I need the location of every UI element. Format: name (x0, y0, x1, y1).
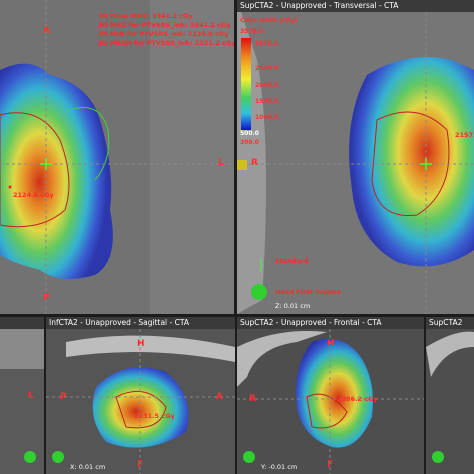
image (237, 317, 424, 474)
view-pane: InfCTA2 - Unapproved - Sagittal - CTA H … (46, 317, 235, 474)
image (0, 317, 44, 474)
legend-tick: 300.0 (240, 139, 259, 146)
view-pane: 3D Dose MAX: 3341.2 cGy 3D MAX for PTVSR… (0, 0, 234, 314)
point-label: 2124.6 cGy (13, 191, 54, 199)
orientation-label: A (216, 392, 223, 402)
pane-title: SupCTA2 - Unapproved - Frontal - CTA (237, 317, 424, 329)
legend-tick: 2000.0 (255, 82, 279, 89)
view-pane: SupCTA2 - Unapproved - Frontal - CTA H R… (237, 317, 424, 474)
coordinate: X: 0.01 cm (70, 463, 106, 471)
orientation-label: H (327, 339, 335, 349)
orientation-label: L (218, 158, 224, 168)
orientation-label: F (137, 460, 144, 470)
orientation-label: L (28, 391, 34, 401)
point-label: 2131.5 cGy (134, 412, 175, 420)
coordinate: Y: -0.01 cm (261, 463, 298, 471)
image (237, 0, 474, 314)
dose-info: 3D MEAN for PTVSRS_inh: 2321.2 cGy (98, 39, 234, 47)
legend-tick: 3578.0 (255, 40, 279, 47)
legend-tick: 500.0 (240, 130, 259, 137)
pane-title: SupCTA2 - Unapproved - Transversal - CTA (237, 0, 474, 12)
legend-tick: 1500.0 (255, 98, 279, 105)
orientation-label: A (43, 26, 50, 36)
orientation-label: R (251, 158, 258, 168)
orientation-info: Standard (275, 257, 309, 265)
dose-info: 3D MAX for PTVSRS_inh: 3341.2 cGy (98, 21, 231, 29)
orientation-label: F (327, 460, 334, 470)
pane-title: SupCTA2 (426, 317, 474, 329)
point-label: 2086.2 cGy (337, 395, 378, 403)
position-info: Head First-Supine (275, 288, 341, 296)
view-pane: L (0, 317, 44, 474)
legend-tick: 1000.0 (255, 114, 279, 121)
point-label: 2157.4 (455, 131, 474, 139)
image (46, 317, 235, 474)
view-pane: SupCTA2 (426, 317, 474, 474)
dose-info: 3D MIN for PTVSRS_inh: 1135.0 cGy (98, 30, 229, 38)
dose-info: 3D Dose MAX: 3341.2 cGy (98, 12, 193, 20)
view-pane: SupCTA2 - Unapproved - Transversal - CTA… (237, 0, 474, 314)
image (426, 317, 474, 474)
orientation-label: P (43, 293, 50, 303)
pane-title-bar (0, 317, 44, 329)
image (0, 0, 234, 314)
orientation-label: P (60, 392, 67, 402)
coordinate: Z: 0.01 cm (275, 302, 311, 310)
pane-title: InfCTA2 - Unapproved - Sagittal - CTA (46, 317, 235, 329)
legend-tick: 2500.0 (255, 65, 279, 72)
legend-title: Color wash [cGy] (240, 17, 298, 24)
orientation-label: R (249, 394, 256, 404)
orientation-label: H (137, 339, 145, 349)
legend-tick: 3578.0 (240, 28, 264, 35)
